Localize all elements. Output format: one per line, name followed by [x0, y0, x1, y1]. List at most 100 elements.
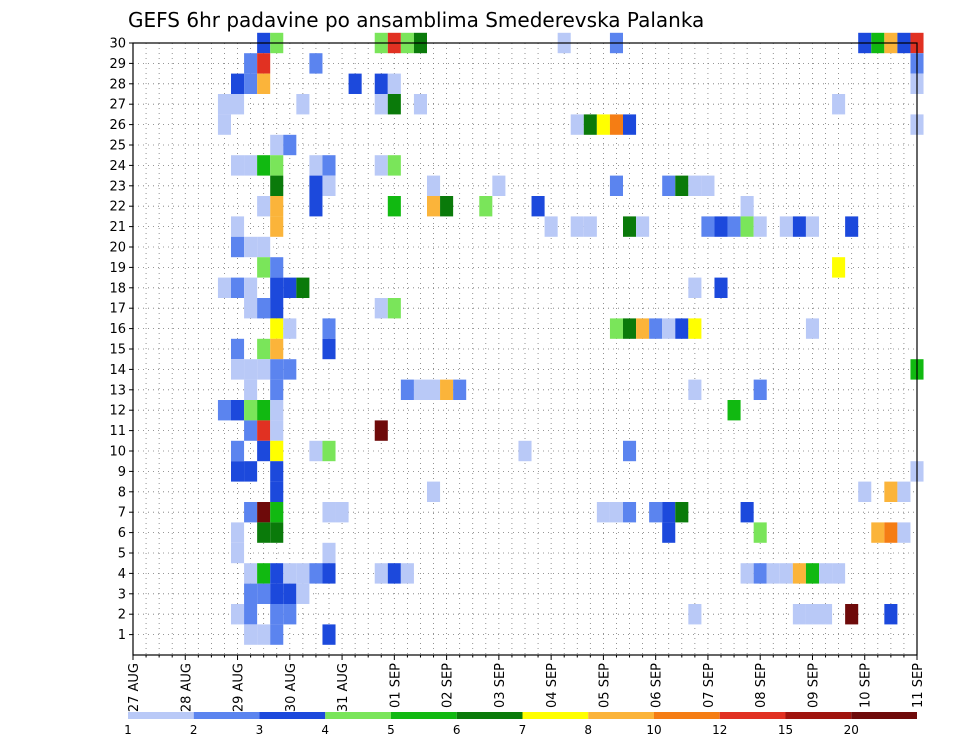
precip-cell [270, 563, 284, 584]
precip-cell [714, 216, 728, 237]
y-tick-label: 19 [109, 261, 126, 276]
y-tick-label: 7 [118, 506, 126, 521]
y-tick-label: 30 [109, 37, 126, 52]
colorbar-swatch [325, 712, 391, 719]
colorbar-swatch [259, 712, 326, 719]
colorbar-swatch [719, 712, 786, 719]
precip-cell [427, 481, 441, 502]
precip-cell [270, 298, 284, 319]
precip-cell [897, 522, 911, 543]
x-tick-label: 02 SEP [441, 663, 456, 708]
precip-cell [283, 318, 297, 339]
precip-cell [675, 175, 689, 196]
y-tick-label: 29 [109, 57, 126, 72]
precip-cell [623, 440, 637, 462]
precip-cell [270, 277, 284, 298]
precip-cell [387, 73, 401, 94]
y-tick-label: 21 [109, 220, 126, 235]
precip-cell [296, 563, 310, 584]
colorbar-label: 6 [453, 723, 461, 737]
y-tick-label: 15 [109, 343, 126, 358]
colorbar-swatch [588, 712, 654, 719]
y-axis: 1234567891011121314151617181920212223242… [109, 37, 133, 643]
y-tick-label: 10 [109, 445, 126, 460]
precip-cell [387, 94, 401, 115]
x-tick-label: 07 SEP [702, 663, 717, 708]
precip-cell [792, 216, 806, 237]
precip-cell [518, 440, 532, 462]
precip-cell [727, 216, 741, 237]
precip-cell [231, 461, 245, 482]
precip-cell [217, 94, 231, 115]
precip-cell [753, 563, 767, 584]
precip-cell [596, 502, 610, 523]
precip-cell [270, 502, 284, 523]
precip-cell [270, 583, 284, 604]
precip-cell [322, 338, 336, 360]
precip-cell [270, 155, 284, 176]
precip-cell [805, 563, 819, 584]
precip-cell [257, 338, 271, 360]
precip-cell [257, 257, 271, 278]
x-tick-label: 01 SEP [388, 663, 403, 708]
colorbar-swatch [456, 712, 523, 719]
precip-cell [688, 277, 702, 298]
y-tick-label: 24 [109, 159, 126, 174]
precip-cell [322, 502, 336, 523]
precip-cell [231, 155, 245, 176]
precip-cell [244, 236, 258, 258]
precip-cell [244, 155, 258, 176]
precip-cell [819, 563, 833, 584]
precip-cell [309, 53, 323, 74]
precip-cell [753, 379, 767, 400]
precip-cell [675, 318, 689, 339]
precip-cell [231, 522, 245, 543]
precip-cell [231, 359, 245, 380]
precip-cell [688, 379, 702, 400]
precip-cell [740, 563, 754, 584]
y-tick-label: 11 [109, 424, 126, 439]
precip-cell [322, 542, 336, 564]
precip-cell [270, 175, 284, 196]
precip-cell [871, 522, 885, 543]
precip-cell [832, 94, 846, 115]
y-tick-label: 27 [109, 98, 126, 113]
colorbar-label: 20 [844, 723, 859, 737]
precip-cell [884, 604, 898, 625]
precip-cell [322, 318, 336, 339]
precip-cell [884, 522, 898, 543]
y-tick-label: 28 [109, 77, 126, 92]
precip-cell [740, 216, 754, 237]
precip-cell [662, 175, 676, 196]
colorbar-label: 10 [646, 723, 661, 737]
precip-cell [257, 420, 271, 441]
y-tick-label: 22 [109, 200, 126, 215]
precip-cell [845, 604, 859, 625]
colorbar-swatch [193, 712, 260, 719]
precip-cell [335, 502, 349, 523]
precip-cell [283, 604, 297, 625]
chart-title: GEFS 6hr padavine po ansamblima Smederev… [128, 8, 704, 32]
precip-cell [544, 216, 558, 237]
y-tick-label: 17 [109, 302, 126, 317]
precip-cell [244, 53, 258, 74]
precip-cell [296, 277, 310, 298]
y-tick-label: 12 [109, 404, 126, 419]
x-tick-label: 27 AUG [127, 663, 142, 712]
colorbar-label: 1 [124, 723, 132, 737]
y-tick-label: 23 [109, 179, 126, 194]
precip-cell [427, 175, 441, 196]
precip-cell [832, 257, 846, 278]
precip-cell [374, 563, 388, 584]
precip-cell [387, 563, 401, 584]
precip-cell [231, 236, 245, 258]
precip-cell [897, 481, 911, 502]
precip-cell [649, 502, 663, 523]
precip-cell [270, 420, 284, 441]
precip-cell [322, 175, 336, 196]
precip-cell [479, 196, 493, 217]
x-tick-label: 31 AUG [336, 663, 351, 712]
precip-cell [257, 236, 271, 258]
precip-cell [309, 155, 323, 176]
